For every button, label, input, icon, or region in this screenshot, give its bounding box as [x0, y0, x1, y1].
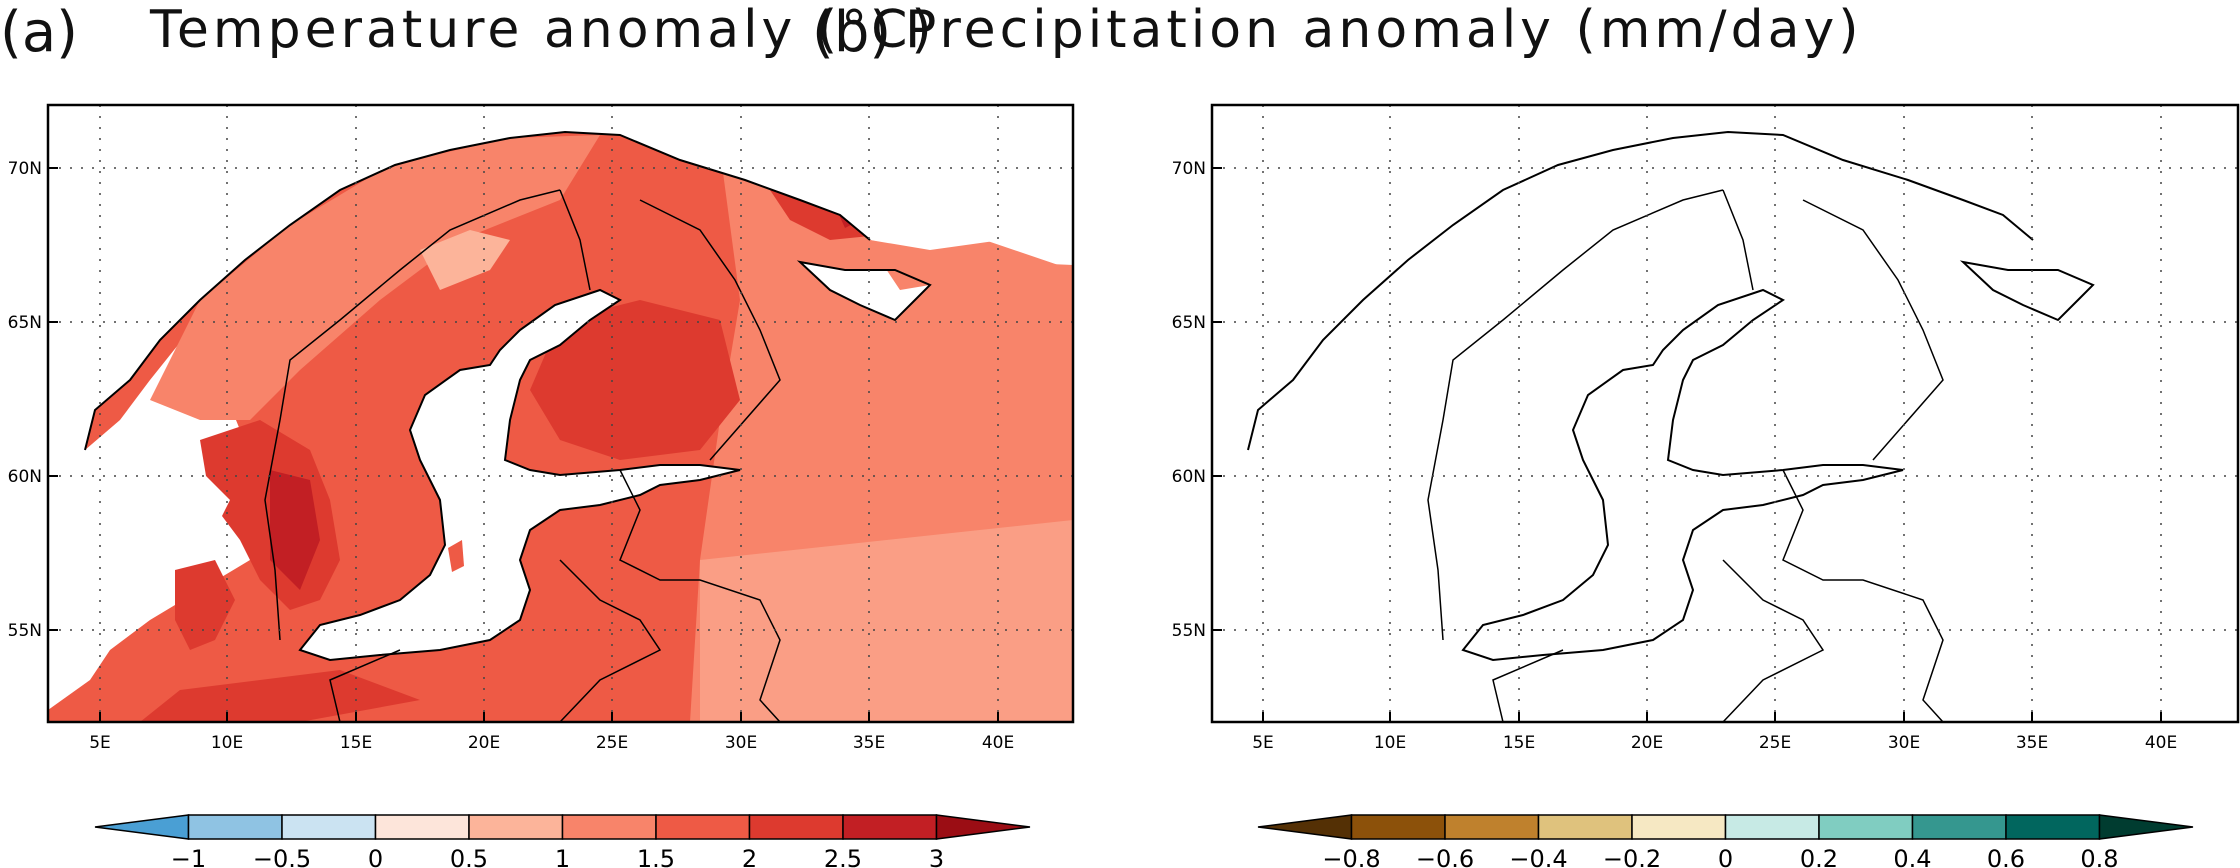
colorbar-swatch [1818, 814, 1914, 840]
colorbar-tick-label: 0.8 [2080, 845, 2118, 868]
colorbar-tick-label: 0.6 [1987, 845, 2025, 868]
lon-label: 25E [1759, 733, 1791, 753]
colorbar-swatch [842, 814, 938, 840]
colorbar-swatch [2098, 814, 2194, 840]
panel-b-title: Precipitation anomaly (mm/day) [905, 0, 1863, 60]
lon-label: 15E [1503, 733, 1535, 753]
colorbar-swatch [1911, 814, 2007, 840]
colorbar-swatch [281, 814, 377, 840]
colorbar-swatch [1631, 814, 1727, 840]
panel-a-letter: (a) [0, 0, 79, 65]
colorbar-swatch [1444, 814, 1540, 840]
colorbar-tick-label: 0.2 [1800, 845, 1838, 868]
colorbar-tick-label: 0.5 [450, 845, 488, 868]
lat-label: 65N [8, 313, 42, 333]
colorbar-tick-label: 0 [1718, 845, 1733, 868]
colorbar-tick-label: 0 [368, 845, 383, 868]
panel-a-title: Temperature anomaly (°C) [150, 0, 936, 60]
colorbar-tick-label: −1 [171, 845, 206, 868]
colorbar-swatch [561, 814, 657, 840]
lon-label: 20E [468, 733, 500, 753]
colorbar-tick-label: 2.5 [824, 845, 862, 868]
lat-label: 55N [8, 621, 42, 641]
lon-label: 30E [725, 733, 757, 753]
colorbar-temperature: −1 −0.5 0 0.5 1 1.5 2 2.5 3 [94, 814, 1031, 868]
lat-label: 70N [1172, 159, 1206, 179]
colorbar-swatch [935, 814, 1031, 840]
lon-label: 5E [1252, 733, 1274, 753]
colorbar-tick-label: 0.4 [1893, 845, 1931, 868]
colorbar-precipitation: −0.8 −0.6 −0.4 −0.2 0 0.2 0.4 0.6 0.8 [1257, 814, 2194, 868]
lon-label: 10E [211, 733, 243, 753]
colorbar-swatch [655, 814, 751, 840]
panel-b-map: 70N 65N 60N 55N 5E 10E 15E 20E 25E 30E 3… [1172, 103, 2240, 753]
lat-label: 65N [1172, 313, 1206, 333]
lon-label: 35E [853, 733, 885, 753]
colorbar-tick-label: 3 [929, 845, 944, 868]
colorbar-swatch [187, 814, 283, 840]
lon-label: 5E [89, 733, 111, 753]
lon-label: 20E [1631, 733, 1663, 753]
colorbar-swatch [94, 814, 190, 840]
panel-b-letter: (b) [812, 0, 892, 65]
colorbar-swatch [1537, 814, 1633, 840]
colorbar-tick-label: −0.8 [1322, 845, 1380, 868]
colorbar-swatch [1350, 814, 1446, 840]
colorbar-swatch [1257, 814, 1353, 840]
colorbar-tick-label: 1.5 [637, 845, 675, 868]
colorbar-tick-label: 2 [742, 845, 757, 868]
colorbar-swatch [1724, 814, 1820, 840]
colorbar-swatch [748, 814, 844, 840]
colorbar-swatch [468, 814, 564, 840]
colorbar-swatch [2005, 814, 2101, 840]
lon-label: 30E [1888, 733, 1920, 753]
colorbar-tick-label: −0.4 [1509, 845, 1567, 868]
lat-label: 55N [1172, 621, 1206, 641]
lat-label: 60N [1172, 467, 1206, 487]
lon-label: 35E [2016, 733, 2048, 753]
lon-label: 15E [340, 733, 372, 753]
lon-label: 25E [596, 733, 628, 753]
colorbar-tick-label: −0.6 [1416, 845, 1474, 868]
colorbar-tick-label: −0.5 [253, 845, 311, 868]
panel-a-map: 70N 65N 60N 55N 5E 10E 15E 20E 25E 30E 3… [8, 103, 1075, 753]
colorbar-tick-label: 1 [555, 845, 570, 868]
lon-label: 40E [982, 733, 1014, 753]
colorbar-swatch [374, 814, 470, 840]
lon-label: 10E [1374, 733, 1406, 753]
lat-label: 60N [8, 467, 42, 487]
lon-label: 40E [2145, 733, 2177, 753]
colorbar-tick-label: −0.2 [1603, 845, 1661, 868]
lat-label: 70N [8, 159, 42, 179]
